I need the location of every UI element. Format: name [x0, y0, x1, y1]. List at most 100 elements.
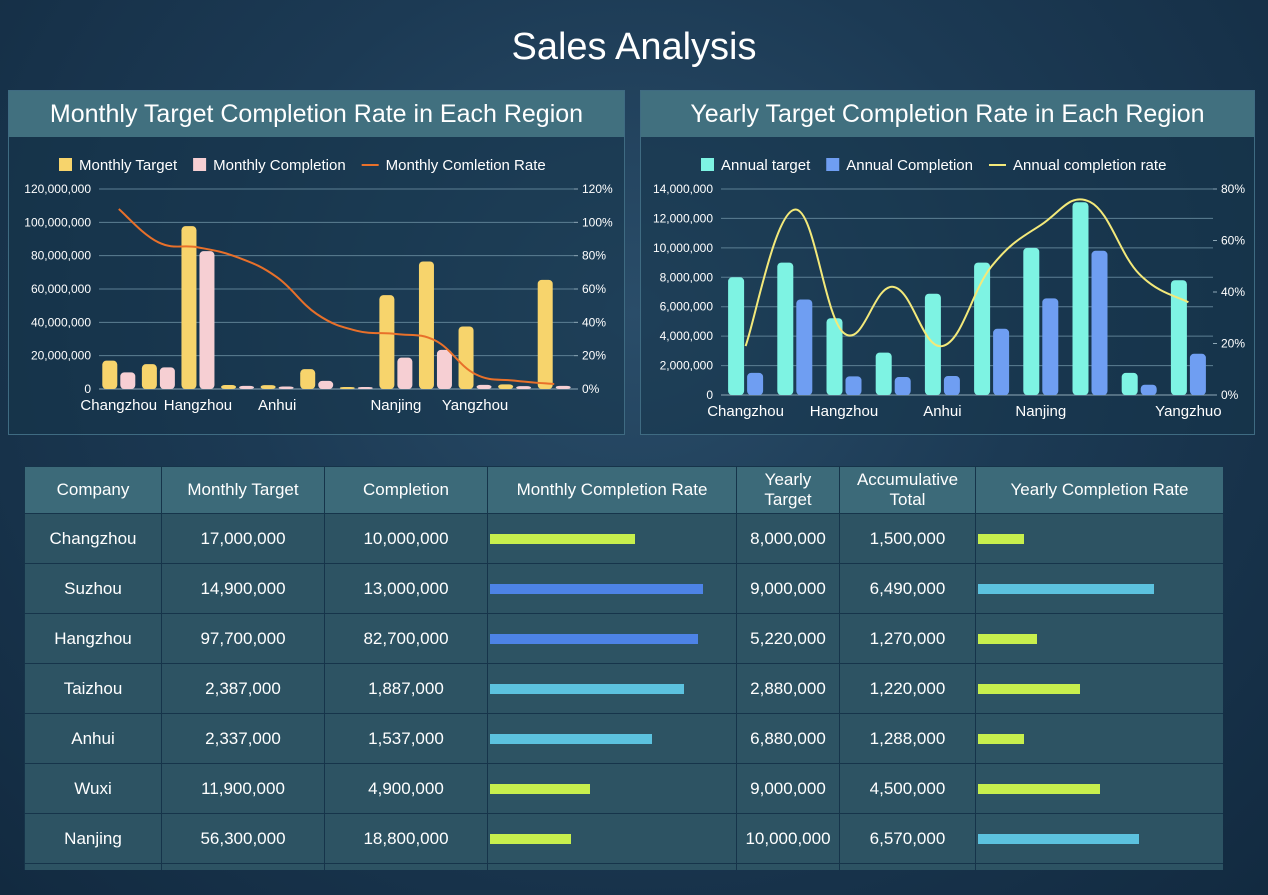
monthly-bar: [555, 385, 571, 389]
monthly-bar: [397, 357, 413, 389]
table-row: Taizhou 2,387,000 1,887,000 2,880,000 1,220,…: [24, 663, 1223, 714]
monthly-bar: [458, 326, 474, 389]
monthly-bar: [516, 386, 532, 389]
yearly-completion-rate-bar: [978, 583, 1154, 594]
column-header[interactable]: Completion: [324, 466, 488, 514]
yearly-bar: [1072, 202, 1089, 395]
yearly-chart: Annual target Annual Completion Annual com…: [653, 157, 1245, 420]
yearly-target-cell: 10,000,000: [736, 813, 840, 864]
yearly-bar: [924, 293, 941, 395]
yearly-target-cell: 6,880,000: [736, 713, 840, 764]
accumulative-total-cell: 1,270,000: [839, 613, 976, 664]
monthly-target-cell: 2,337,000: [161, 713, 325, 764]
monthly-bar: [476, 384, 492, 389]
yearly-target-cell: 9,000,000: [736, 563, 840, 614]
column-header[interactable]: Monthly Completion Rate: [487, 466, 737, 514]
yearly-completion-rate-bar: [978, 783, 1100, 794]
monthly-x-tick: Changzhou: [80, 397, 157, 414]
monthly-y-tick-right: 80%: [582, 249, 606, 263]
yearly-completion-rate-cell: [975, 713, 1223, 764]
monthly-x-tick: Nanjing: [370, 397, 421, 414]
monthly-target-cell: 14,900,000: [161, 563, 325, 614]
monthly-bar: [141, 364, 157, 389]
table-row: Anhui 2,337,000 1,537,000 6,880,000 1,288,00…: [24, 713, 1223, 764]
yearly-x-tick: Yangzhuo: [1155, 403, 1221, 420]
yearly-chart-panel: Yearly Target Completion Rate in Each Re…: [640, 90, 1255, 435]
monthly-y-tick-right: 60%: [582, 282, 606, 296]
monthly-y-tick-left: 80,000,000: [31, 249, 91, 263]
monthly-y-tick-right: 120%: [582, 182, 613, 196]
monthly-target-cell: 97,700,000: [161, 613, 325, 664]
yearly-bar: [728, 277, 745, 395]
monthly-bar: [102, 360, 118, 389]
monthly-chart: Monthly Target Monthly Completion Monthly …: [24, 157, 613, 414]
completion-cell: 10,000,000: [324, 513, 488, 564]
monthly-x-tick: Yangzhou: [442, 397, 508, 414]
monthly-bar: [260, 385, 276, 389]
monthly-y-tick-right: 100%: [582, 215, 613, 229]
monthly-bar: [199, 251, 215, 389]
table-row: Suzhou 14,900,000 13,000,000 9,000,000 6,490…: [24, 563, 1223, 614]
monthly-target-cell: 2,387,000: [161, 663, 325, 714]
yearly-y-tick-left: 6,000,000: [660, 300, 714, 314]
monthly-y-tick-right: 0%: [582, 382, 600, 396]
monthly-bar: [300, 369, 316, 389]
monthly-rate-line: [118, 208, 555, 385]
yearly-legend-label: Annual target: [721, 157, 811, 174]
yearly-completion-rate-bar: [978, 833, 1139, 844]
empty-cell: [161, 863, 325, 870]
monthly-completion-rate-bar: [490, 533, 635, 544]
yearly-completion-rate-bar: [978, 683, 1080, 694]
sales-table: Company Monthly Target Completion Monthly C…: [24, 466, 1223, 870]
sales-table-container[interactable]: Company Monthly Target Completion Monthly C…: [24, 466, 1223, 870]
yearly-target-cell: 5,220,000: [736, 613, 840, 664]
monthly-chart-title: Monthly Target Completion Rate in Each R…: [9, 91, 624, 137]
column-header[interactable]: Monthly Target: [161, 466, 325, 514]
monthly-y-tick-left: 120,000,000: [24, 182, 91, 196]
column-header[interactable]: Yearly Target: [736, 466, 840, 514]
yearly-bar: [1189, 353, 1206, 395]
column-header[interactable]: Accumulative Total: [839, 466, 976, 514]
monthly-bar: [181, 226, 197, 389]
monthly-bar: [278, 386, 294, 389]
company-cell: Nanjing: [24, 813, 162, 864]
table-row: Changzhou 17,000,000 10,000,000 8,000,000 1,…: [24, 513, 1223, 564]
yearly-target-cell: 9,000,000: [736, 763, 840, 814]
empty-cell: [324, 863, 488, 870]
monthly-completion-rate-cell: [487, 813, 737, 864]
accumulative-total-cell: 6,570,000: [839, 813, 976, 864]
yearly-bar: [1121, 372, 1138, 395]
monthly-bar: [379, 295, 395, 389]
monthly-completion-rate-bar: [490, 633, 698, 644]
monthly-x-tick: Anhui: [258, 397, 296, 414]
monthly-legend-label: Monthly Target: [79, 157, 178, 174]
monthly-bar: [318, 380, 334, 389]
monthly-bar: [339, 387, 355, 389]
yearly-completion-rate-cell: [975, 663, 1223, 714]
yearly-x-tick: Changzhou: [707, 403, 784, 420]
yearly-target-cell: 8,000,000: [736, 513, 840, 564]
monthly-bar: [120, 372, 136, 389]
monthly-bar: [239, 385, 255, 389]
column-header[interactable]: Yearly Completion Rate: [975, 466, 1223, 514]
yearly-bar: [875, 352, 892, 395]
column-header[interactable]: Company: [24, 466, 162, 514]
company-cell: Changzhou: [24, 513, 162, 564]
company-cell: Taizhou: [24, 663, 162, 714]
monthly-target-cell: 11,900,000: [161, 763, 325, 814]
table-row: Wuxi 11,900,000 4,900,000 9,000,000 4,500,00…: [24, 763, 1223, 814]
yearly-x-tick: Nanjing: [1015, 403, 1066, 420]
yearly-y-tick-right: 40%: [1221, 285, 1245, 299]
yearly-bar: [974, 262, 991, 395]
monthly-bar: [537, 279, 553, 389]
monthly-legend-swatch: [193, 158, 207, 171]
yearly-bar: [845, 376, 862, 395]
accumulative-total-cell: 1,288,000: [839, 713, 976, 764]
empty-cell: [24, 863, 162, 870]
monthly-y-tick-right: 40%: [582, 315, 606, 329]
monthly-y-tick-left: 0: [84, 382, 91, 396]
table-header-row: Company Monthly Target Completion Monthly C…: [24, 466, 1223, 514]
yearly-completion-rate-cell: [975, 513, 1223, 564]
yearly-completion-rate-bar: [978, 533, 1024, 544]
yearly-target-cell: 2,880,000: [736, 663, 840, 714]
